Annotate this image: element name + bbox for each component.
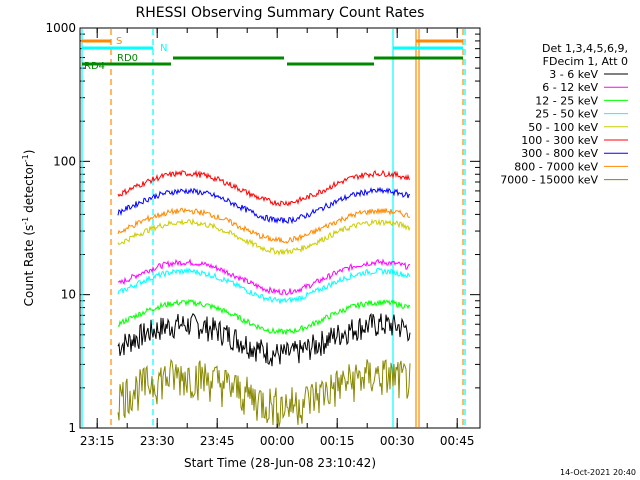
legend-entry-label: 3 - 6 keV: [549, 68, 598, 81]
series-line: [117, 258, 411, 296]
flag-label: RD4: [84, 61, 105, 72]
series-line: [117, 169, 411, 207]
series-lines: [117, 169, 411, 427]
flag-bars: S N RD0 RD4: [82, 36, 463, 72]
y-axis-label-mid: detector: [22, 162, 36, 217]
x-tick-label: 00:15: [320, 434, 355, 448]
y-tick-label: 10: [61, 288, 76, 302]
series-line: [117, 186, 411, 225]
x-tick-label: 23:45: [200, 434, 235, 448]
legend-header-2: FDecim 1, Att 0: [543, 55, 628, 68]
x-axis-ticks: 23:15 23:30 23:45 00:00 00:15 00:30 00:45: [80, 28, 475, 448]
y-axis-label-main: Count Rate (s: [22, 225, 36, 307]
x-tick-label: 00:45: [440, 434, 475, 448]
flag-label: N: [160, 43, 167, 54]
legend-entry-label: 6 - 12 keV: [542, 81, 598, 94]
flag-label: RD0: [117, 53, 138, 64]
series-line: [117, 298, 411, 335]
y-tick-label: 100: [53, 154, 76, 168]
legend-entry-label: 50 - 100 keV: [528, 121, 598, 134]
chart-title: RHESSI Observing Summary Count Rates: [136, 5, 425, 21]
series-line: [117, 312, 411, 367]
legend-header-1: Det 1,3,4,5,6,9,: [542, 42, 628, 55]
series-line: [117, 266, 411, 304]
y-axis-label-end: ): [22, 150, 36, 155]
x-tick-label: 00:30: [380, 434, 415, 448]
x-axis-label: Start Time (28-Jun-08 23:10:42): [184, 456, 376, 470]
x-tick-label: 23:30: [140, 434, 175, 448]
series-line: [117, 217, 411, 256]
legend-entry-label: 300 - 800 keV: [521, 147, 598, 160]
attenuator-markers: [81, 29, 466, 427]
flag-label: S: [116, 36, 122, 47]
plot-area: 1 10 100 1000 23:15 23:30 23:45 00:00 00:15 00:3…: [45, 21, 481, 448]
legend-entry-label: 800 - 7000 keV: [514, 160, 598, 173]
legend-entry-label: 7000 - 15000 keV: [500, 174, 598, 187]
y-tick-label: 1: [68, 421, 76, 435]
footer-date: 14-Oct-2021 20:40: [560, 468, 636, 477]
legend-entry-label: 25 - 50 keV: [535, 108, 598, 121]
y-axis-label-sup2: -1: [21, 154, 30, 162]
y-axis-label: Count Rate (s-1 detector-1): [21, 150, 36, 307]
legend-entry-label: 12 - 25 keV: [535, 94, 598, 107]
y-tick-label: 1000: [45, 21, 76, 35]
plot-frame: [79, 27, 481, 429]
series-line: [117, 358, 411, 427]
y-axis-label-sup1: -1: [21, 217, 30, 225]
x-tick-label: 23:15: [80, 434, 115, 448]
legend: Det 1,3,4,5,6,9, FDecim 1, Att 0 3 - 6 k…: [500, 42, 628, 187]
legend-entry-label: 100 - 300 keV: [521, 134, 598, 147]
x-tick-label: 00:00: [260, 434, 295, 448]
series-line: [117, 207, 411, 244]
